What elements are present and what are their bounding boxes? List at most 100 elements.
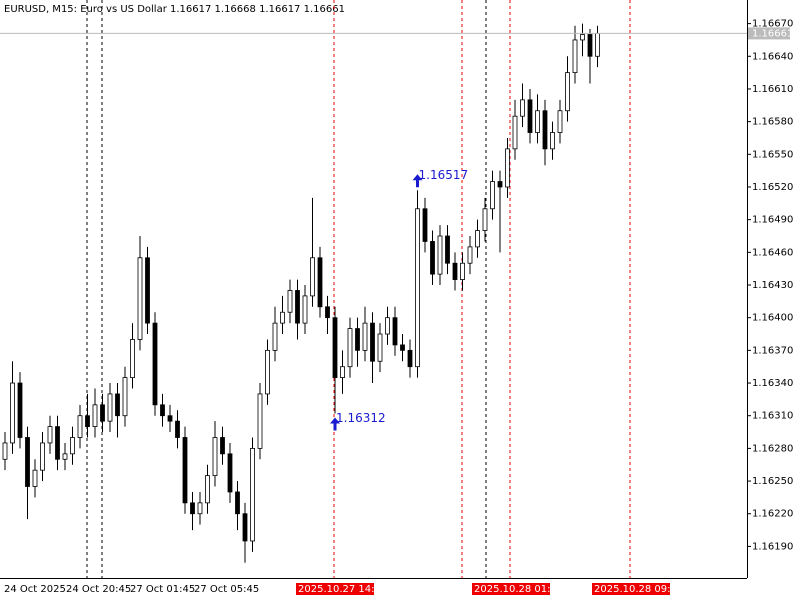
y-tick-label: 1.16220 — [752, 509, 793, 520]
candle-body — [235, 491, 240, 515]
y-tick-label: 1.16580 — [752, 117, 793, 128]
candle-body — [340, 366, 345, 378]
time-label-box — [592, 583, 670, 595]
candle-body — [77, 415, 83, 438]
candle-body — [355, 328, 360, 351]
arrow — [412, 174, 423, 188]
candle-body — [250, 447, 255, 542]
candle-body — [377, 333, 383, 362]
candle-body — [557, 110, 563, 133]
y-tick-label: 1.16490 — [752, 215, 793, 226]
candle-body — [152, 322, 158, 406]
candle-body — [400, 344, 405, 351]
x-tick-label: 24 Oct 20:45 — [66, 584, 131, 595]
current-price-label: 1.16661 — [752, 28, 793, 39]
arrow — [330, 417, 340, 431]
candle-body — [205, 475, 210, 504]
candle-body — [505, 148, 510, 188]
candle-body — [452, 262, 458, 280]
candle-body — [317, 257, 323, 308]
y-tick-label: 1.16340 — [752, 378, 793, 389]
candle-body — [280, 311, 285, 324]
candle-body — [242, 513, 248, 542]
y-tick-label: 1.16640 — [752, 51, 793, 62]
arrow-label: 1.16312 — [336, 411, 386, 425]
candle-body — [100, 404, 105, 422]
candle-body — [370, 322, 375, 362]
candle-body — [145, 257, 150, 324]
candle-body — [212, 437, 218, 477]
candle-body — [572, 39, 578, 74]
candle-body — [55, 426, 60, 460]
time-label-box — [296, 583, 374, 595]
candle-body — [325, 306, 330, 319]
candle-body — [107, 393, 113, 422]
x-tick-label: 27 Oct 05:45 — [194, 584, 259, 595]
y-tick-label: 1.16250 — [752, 476, 793, 487]
candle-body — [460, 262, 465, 280]
candle-body — [302, 295, 308, 324]
candle-body — [347, 328, 353, 368]
candle-body — [445, 235, 450, 264]
candle-body — [595, 33, 600, 57]
candle-body — [362, 322, 368, 351]
candle-body — [130, 339, 135, 378]
candle-body — [512, 115, 518, 150]
y-tick-label: 1.16520 — [752, 182, 793, 193]
candle-body — [542, 110, 548, 150]
candle-body — [437, 235, 443, 275]
candle-body — [482, 208, 488, 231]
y-tick-label: 1.16370 — [752, 345, 793, 356]
current-price-box — [748, 27, 790, 40]
candle-body — [32, 469, 38, 487]
candle-body — [430, 241, 435, 275]
candle-body — [17, 382, 23, 438]
candle-body — [115, 393, 120, 417]
candle-body — [310, 257, 315, 297]
candle-body — [137, 257, 143, 340]
y-tick-label: 1.16400 — [752, 313, 793, 324]
candle-body — [587, 34, 593, 57]
candle-body — [160, 404, 165, 417]
x-tick-label: 24 Oct 2025 — [4, 584, 66, 595]
candle-body — [85, 415, 90, 428]
candle-body — [182, 437, 188, 504]
candle-body — [490, 181, 495, 210]
candle-body — [227, 453, 233, 493]
candle-body — [272, 322, 278, 351]
candle-body — [520, 99, 525, 117]
candle-body — [70, 437, 75, 455]
time-label: 2025.10.28 01:30 — [474, 584, 563, 595]
candle-body — [392, 317, 398, 346]
time-label: 2025.10.27 14:30 — [298, 584, 387, 595]
candle-body — [580, 34, 585, 41]
candle-body — [535, 110, 540, 133]
time-label: 2025.10.28 09:00 — [594, 584, 683, 595]
candle-body — [257, 393, 263, 449]
y-tick-label: 1.16190 — [752, 541, 793, 552]
y-tick-label: 1.16610 — [752, 84, 793, 95]
candle-body — [40, 442, 45, 471]
candle-body — [10, 382, 15, 444]
candle-body — [295, 290, 300, 324]
candle-body — [265, 349, 270, 395]
candle-body — [220, 437, 225, 455]
candle-body — [190, 502, 195, 515]
chart-title: EURUSD, M15: Euro vs US Dollar 1.16617 1… — [4, 4, 345, 15]
candle-body — [47, 426, 53, 444]
candle-body — [287, 290, 293, 313]
y-tick-label: 1.16670 — [752, 19, 793, 30]
candle-body — [475, 230, 480, 248]
candle-body — [92, 404, 98, 428]
candle-body — [25, 437, 30, 487]
candle-body — [497, 181, 503, 188]
y-tick-label: 1.16550 — [752, 149, 793, 160]
candle-body — [415, 208, 420, 368]
y-tick-label: 1.16430 — [752, 280, 793, 291]
y-tick-label: 1.16310 — [752, 411, 793, 422]
candle-body — [332, 317, 338, 378]
candle-body — [565, 72, 570, 112]
candle-body — [122, 377, 128, 417]
